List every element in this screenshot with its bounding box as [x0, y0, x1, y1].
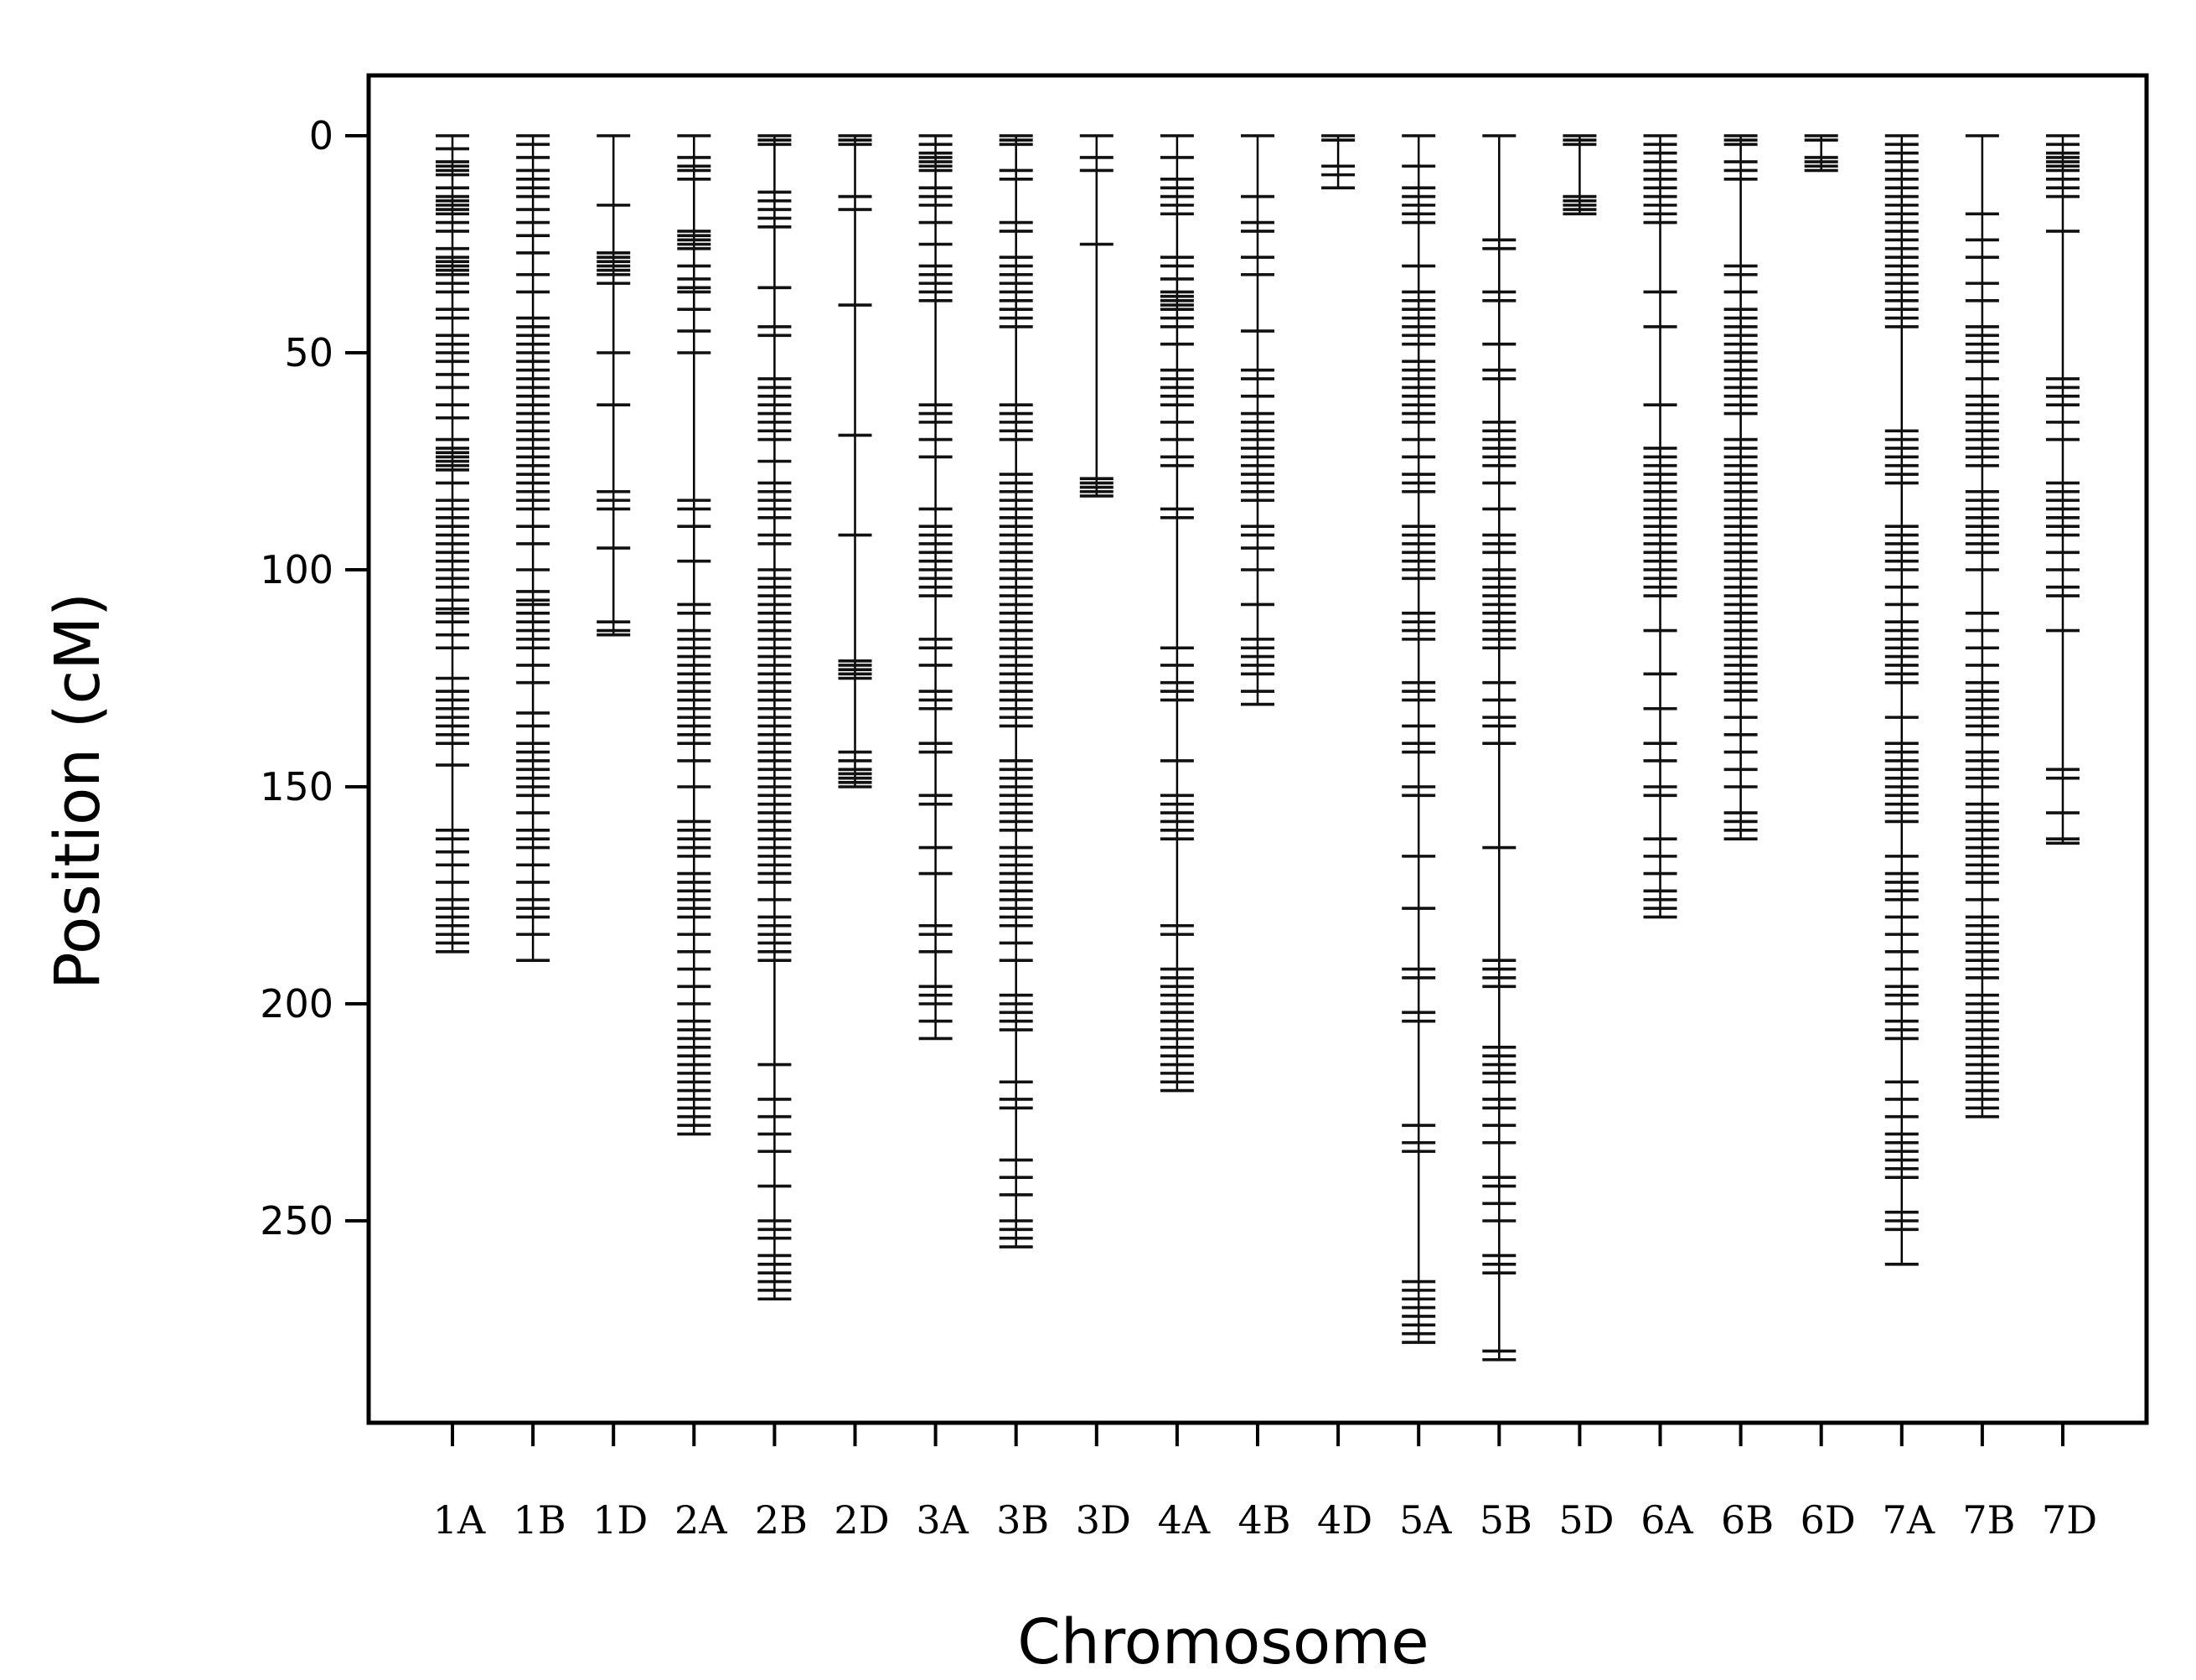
x-axis: 1A 1B 1D 2A 2B 2D 3A 3B 3D 4A 4B 4D 5A 5B 5D 6A 6B 6D 7A 7B… [433, 1423, 2097, 1543]
chromosome-label: 4A [1158, 1497, 1211, 1543]
chromosome-6B [1723, 134, 1758, 840]
y-tick-label: 0 [309, 113, 333, 158]
chromosome-label: 3B [996, 1497, 1049, 1543]
chromosome-7A [1884, 134, 1919, 1266]
chromosome-1A [436, 134, 469, 954]
chromosome-4D [1321, 134, 1356, 189]
y-tick-label: 50 [284, 330, 333, 375]
chromosome-4A [1160, 134, 1194, 1093]
chromosome-label: 2B [755, 1497, 808, 1543]
chromosome-label: 2A [674, 1497, 727, 1543]
chromosome-6A [1643, 134, 1677, 919]
chromosome-2A [677, 134, 711, 1136]
chromosome-label: 4B [1238, 1497, 1290, 1543]
chromosome-label: 3A [916, 1497, 969, 1543]
y-tick-label: 150 [260, 764, 333, 809]
chromosome-3A [918, 134, 953, 1041]
chromosome-5A [1402, 134, 1436, 1344]
x-axis-title: Chromosome [1017, 1606, 1429, 1678]
chromosome-label: 1B [514, 1497, 566, 1543]
chromosome-label: 5B [1480, 1497, 1532, 1543]
chromosome-5B [1482, 134, 1517, 1362]
chromosome-2D [838, 134, 872, 788]
chromosome-label: 1D [592, 1497, 648, 1543]
chromosome-4B [1241, 134, 1274, 706]
chromosome-label: 3D [1076, 1497, 1131, 1543]
plot-area [436, 134, 2080, 1362]
chromosome-label: 6B [1721, 1497, 1774, 1543]
chromosome-2B [757, 134, 792, 1301]
chromosome-label: 7B [1962, 1497, 2015, 1543]
chromosome-5D [1563, 134, 1597, 216]
chromosome-7B [1965, 134, 1999, 1119]
y-tick-label: 250 [260, 1198, 333, 1243]
y-tick-label: 200 [260, 981, 333, 1026]
chromosome-label: 5A [1399, 1497, 1452, 1543]
y-tick-label: 100 [260, 547, 333, 592]
chromosome-label: 6D [1801, 1497, 1856, 1543]
chromosome-3B [999, 134, 1033, 1248]
chromosome-label: 7D [2042, 1497, 2097, 1543]
chromosome-label: 2D [834, 1497, 889, 1543]
chromosome-label: 5D [1558, 1497, 1614, 1543]
chromosome-label: 6A [1641, 1497, 1693, 1543]
chromosome-label: 1A [433, 1497, 486, 1543]
chromosome-1B [516, 134, 550, 962]
chromosome-3D [1079, 134, 1114, 498]
chromosome-label: 4D [1317, 1497, 1372, 1543]
chromosome-label: 7A [1883, 1497, 1935, 1543]
chromosome-6D [1804, 134, 1838, 173]
chromosome-7D [2046, 134, 2080, 845]
y-axis: 0 50 100 150 200 250 [260, 113, 369, 1243]
y-axis-title: Position (cM) [42, 592, 114, 990]
chromosome-1D [597, 134, 631, 637]
